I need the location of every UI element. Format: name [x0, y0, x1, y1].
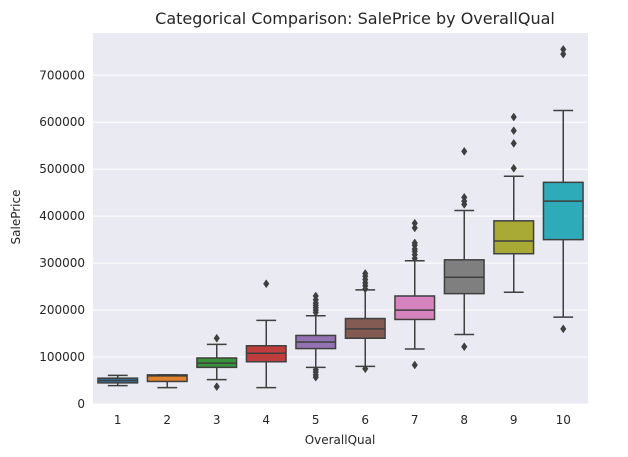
gridlines — [93, 74, 588, 405]
x-tick-label: 8 — [460, 413, 468, 427]
outlier-point — [263, 279, 270, 289]
outlier-point — [510, 138, 517, 148]
y-tick-label: 700000 — [39, 68, 85, 82]
box-4 — [245, 279, 287, 389]
plot-area — [93, 33, 588, 404]
outlier-point — [461, 146, 468, 156]
x-tick-label: 1 — [114, 413, 122, 427]
x-tick-label: 6 — [361, 413, 369, 427]
outlier-point — [560, 49, 567, 59]
iqr-box — [542, 181, 584, 241]
box-8 — [443, 146, 485, 352]
outlier-point — [411, 223, 418, 233]
iqr-box — [493, 220, 535, 255]
outlier-point — [411, 238, 418, 248]
box-2 — [146, 374, 188, 389]
y-tick-label: 0 — [77, 397, 85, 411]
chart-title: Categorical Comparison: SalePrice by Ove… — [155, 9, 555, 28]
y-tick-label: 100000 — [39, 350, 85, 364]
outlier-point — [510, 163, 517, 173]
y-tick-label: 300000 — [39, 256, 85, 270]
x-tick-label: 7 — [411, 413, 419, 427]
outlier-point — [362, 364, 369, 374]
outlier-point — [312, 372, 319, 382]
x-tick-label: 9 — [510, 413, 518, 427]
outlier-point — [510, 126, 517, 136]
outlier-point — [411, 360, 418, 370]
y-tick-label: 400000 — [39, 209, 85, 223]
iqr-box — [146, 374, 188, 383]
outlier-point — [560, 45, 567, 54]
y-tick-label: 600000 — [39, 115, 85, 129]
outlier-point — [362, 269, 369, 278]
outlier-point — [213, 333, 220, 343]
y-tick-labels: 0 100000 200000 300000 400000 500000 600000 700… — [39, 68, 85, 411]
outlier-point — [461, 342, 468, 352]
y-axis-label: SalePrice — [9, 190, 23, 245]
outlier-point — [560, 324, 567, 334]
box-6 — [344, 269, 386, 374]
x-tick-label: 2 — [163, 413, 171, 427]
box-9 — [493, 112, 535, 293]
x-tick-label: 4 — [262, 413, 270, 427]
box-3 — [196, 333, 238, 392]
y-tick-label: 200000 — [39, 303, 85, 317]
box-7 — [394, 218, 436, 370]
x-tick-label: 10 — [556, 413, 571, 427]
x-tick-label: 5 — [312, 413, 320, 427]
outlier-point — [213, 382, 220, 392]
outlier-point — [510, 112, 517, 122]
outlier-point — [312, 291, 319, 301]
x-tick-label: 3 — [213, 413, 221, 427]
iqr-box — [394, 295, 436, 321]
box-5 — [295, 291, 337, 382]
x-tick-labels: 1 2 3 4 5 6 7 8 9 10 — [114, 413, 571, 427]
outlier-point — [461, 192, 468, 202]
outlier-point — [411, 218, 418, 228]
box-1 — [97, 374, 139, 387]
y-tick-label: 500000 — [39, 162, 85, 176]
x-axis-label: OverallQual — [305, 433, 376, 447]
box-10 — [542, 45, 584, 334]
box-series — [97, 45, 584, 392]
